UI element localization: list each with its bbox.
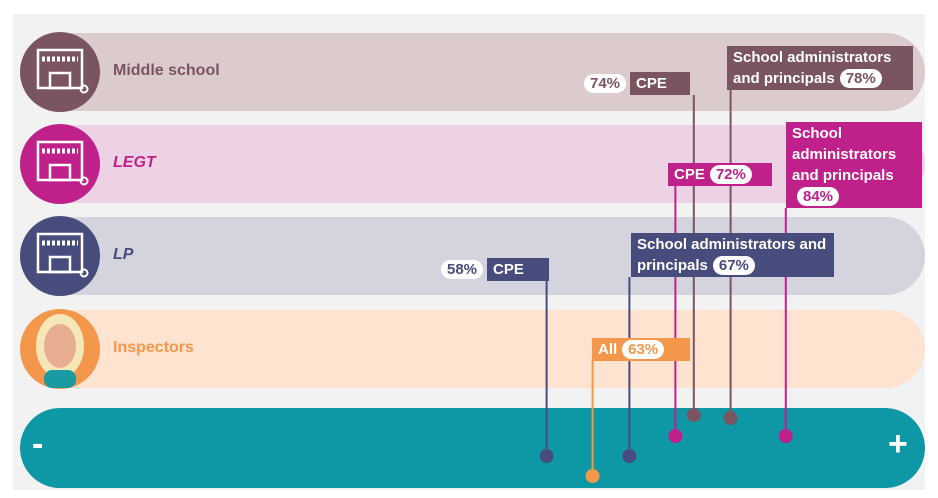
door <box>48 255 72 274</box>
dot <box>723 411 738 425</box>
door <box>48 71 72 90</box>
row-label: LEGT <box>113 154 156 171</box>
tree <box>79 84 89 94</box>
dot <box>622 449 637 463</box>
point-label: All 63% <box>592 338 690 361</box>
point-label: School administrators and principals 78% <box>727 46 913 90</box>
label-text: CPE <box>636 75 667 92</box>
label-text: School administrators and principals <box>792 125 897 184</box>
value-label: 72% <box>709 165 752 184</box>
row-label: LP <box>113 246 134 263</box>
label-text: School administrators and principals <box>733 49 892 87</box>
row-band <box>20 33 925 111</box>
axis-bar <box>20 408 925 488</box>
point-label: CPE 72% <box>668 163 772 186</box>
tree <box>79 176 89 186</box>
row-label: Inspectors <box>113 339 194 356</box>
tree <box>79 268 89 278</box>
dot <box>778 429 793 443</box>
point-label: School administrators and principals 84% <box>786 122 922 208</box>
point-label: 58% CPE <box>435 258 549 281</box>
value-label: 74% <box>584 74 627 93</box>
value-label: 84% <box>797 187 840 206</box>
dot <box>668 429 683 443</box>
label-text: CPE <box>674 166 705 183</box>
row-label: Middle school <box>113 62 220 79</box>
value-label: 58% <box>441 260 484 279</box>
row-band <box>20 310 925 388</box>
label-text: All <box>598 341 618 358</box>
label-text: CPE <box>493 261 524 278</box>
dot <box>686 408 701 422</box>
label-text: School administrators and principals <box>637 236 827 274</box>
body <box>44 370 76 388</box>
point-label: School administrators and principals 67% <box>631 233 834 277</box>
door <box>48 163 72 182</box>
value-label: 67% <box>712 256 755 275</box>
axis-max: + <box>888 425 908 463</box>
value-label: 78% <box>839 69 882 88</box>
face <box>44 324 76 368</box>
value-label: 63% <box>622 340 665 359</box>
point-label: 74% CPE <box>578 72 690 95</box>
axis-min: - <box>32 425 44 463</box>
dot <box>539 449 554 463</box>
dot <box>585 469 600 483</box>
